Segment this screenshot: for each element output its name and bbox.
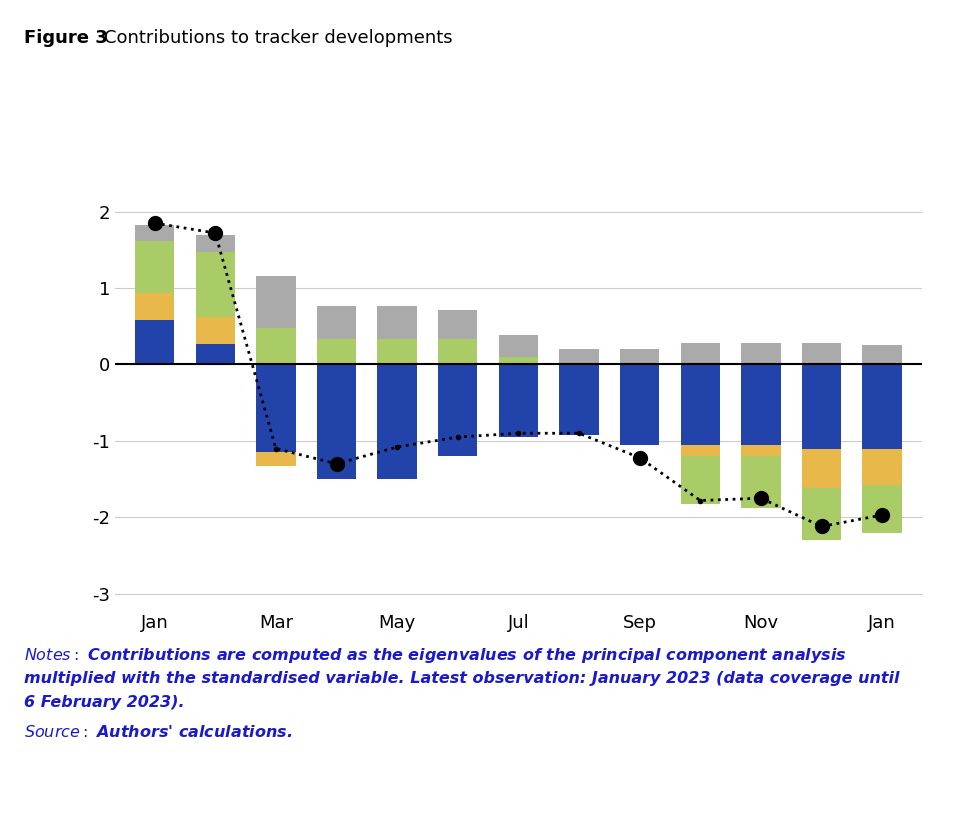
Bar xyxy=(498,365,539,437)
Bar xyxy=(560,365,599,435)
Bar xyxy=(498,357,539,365)
Bar xyxy=(741,456,780,508)
Bar xyxy=(317,365,356,479)
Bar xyxy=(862,365,901,449)
Bar xyxy=(256,276,296,328)
Bar xyxy=(438,310,477,339)
Bar xyxy=(681,365,720,444)
Text: Contributions to tracker developments: Contributions to tracker developments xyxy=(104,29,452,47)
Bar xyxy=(377,306,417,339)
Bar xyxy=(135,320,175,365)
Bar xyxy=(498,336,539,357)
Bar xyxy=(135,294,175,320)
Bar xyxy=(862,346,901,365)
Bar xyxy=(377,339,417,365)
Bar xyxy=(862,486,901,532)
Bar xyxy=(256,365,296,453)
Bar xyxy=(317,306,356,339)
Text: Figure 3: Figure 3 xyxy=(24,29,108,47)
Bar xyxy=(681,444,720,456)
Bar xyxy=(802,343,841,365)
Bar xyxy=(620,349,660,365)
Bar xyxy=(135,241,175,294)
Bar xyxy=(256,328,296,365)
Legend: Household consumption, Business activity, Real estate, Residual, Tracker, : Household consumption, Business activity… xyxy=(115,0,519,7)
Bar xyxy=(560,349,599,365)
Bar xyxy=(681,456,720,504)
Bar xyxy=(741,444,780,456)
Bar xyxy=(317,339,356,365)
Bar xyxy=(256,453,296,466)
Bar xyxy=(438,339,477,365)
Bar xyxy=(135,225,175,241)
Bar xyxy=(802,488,841,540)
Bar xyxy=(862,449,901,486)
Text: $\bf{\it{Source}}$$\bf{\it{:}}$ Authors' calculations.: $\bf{\it{Source}}$$\bf{\it{:}}$ Authors'… xyxy=(24,724,292,740)
Bar xyxy=(741,343,780,365)
Text: 6 February 2023).: 6 February 2023). xyxy=(24,695,184,710)
Text: multiplied with the standardised variable. Latest observation: January 2023 (dat: multiplied with the standardised variabl… xyxy=(24,671,900,686)
Bar xyxy=(802,449,841,488)
Bar xyxy=(681,343,720,365)
Bar xyxy=(741,365,780,444)
Bar xyxy=(196,252,235,317)
Bar xyxy=(196,235,235,252)
Bar xyxy=(377,365,417,479)
Bar xyxy=(802,365,841,449)
Bar xyxy=(196,344,235,365)
Bar xyxy=(438,365,477,456)
Bar xyxy=(196,317,235,344)
Text: $\bf{\it{Notes}}$$\bf{\it{:}}$ Contributions are computed as the eigenvalues of : $\bf{\it{Notes}}$$\bf{\it{:}}$ Contribut… xyxy=(24,646,847,665)
Bar xyxy=(620,365,660,444)
